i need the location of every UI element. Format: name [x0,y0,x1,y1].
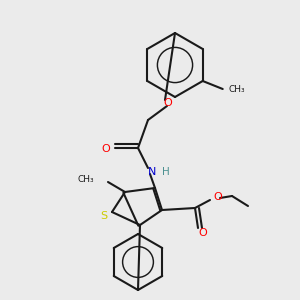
Text: N: N [148,167,156,177]
Text: H: H [162,167,170,177]
Text: CH₃: CH₃ [229,85,245,94]
Text: CH₃: CH₃ [77,175,94,184]
Text: O: O [164,98,172,108]
Text: O: O [102,144,110,154]
Text: S: S [100,211,108,221]
Text: O: O [214,192,222,202]
Text: O: O [199,228,207,238]
